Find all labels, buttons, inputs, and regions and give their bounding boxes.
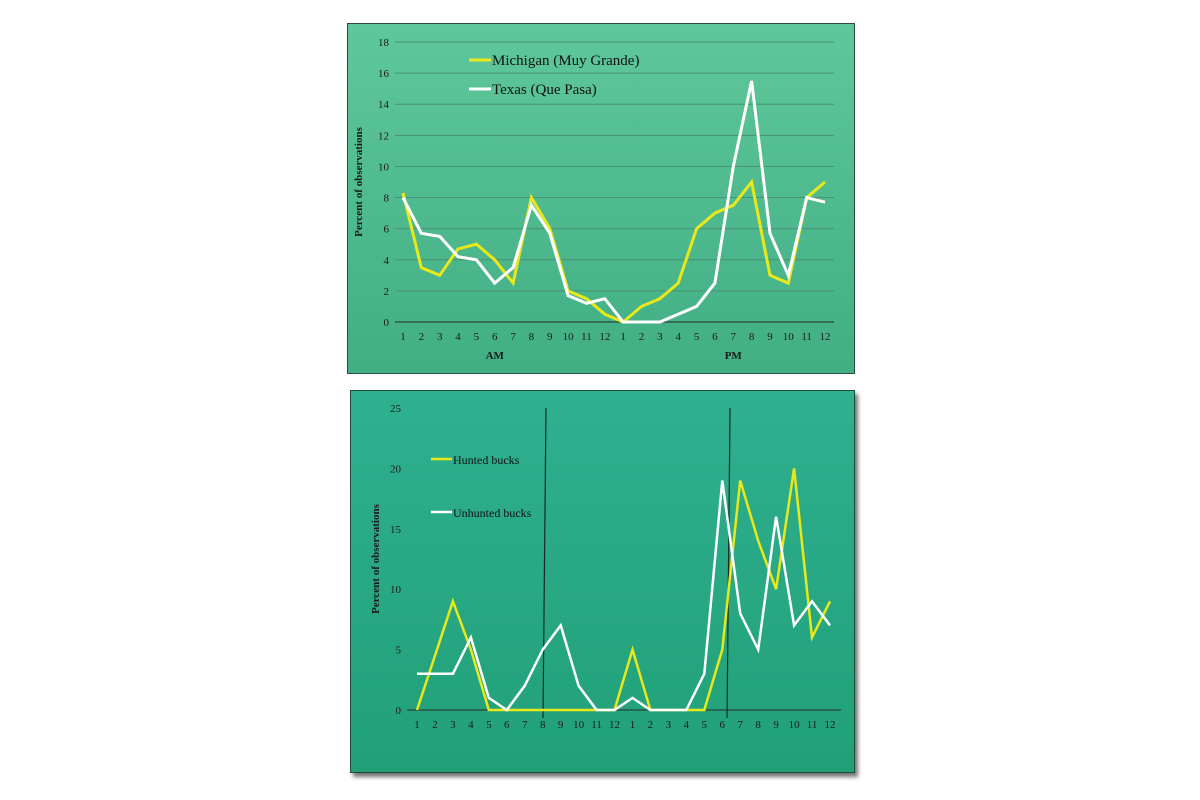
y-tick-label: 5 [396, 645, 402, 657]
period-label: AM [486, 350, 505, 362]
y-tick-label: 15 [390, 524, 402, 536]
x-tick-label: 4 [684, 719, 690, 731]
x-tick-label: 10 [573, 719, 585, 731]
x-tick-label: 4 [455, 331, 461, 343]
y-tick-label: 16 [378, 68, 390, 80]
x-tick-label: 5 [486, 719, 492, 731]
y-tick-label: 0 [396, 705, 402, 717]
x-tick-label: 2 [648, 719, 654, 731]
x-tick-label: 8 [749, 331, 755, 343]
x-tick-label: 5 [694, 331, 700, 343]
x-tick-label: 1 [630, 719, 636, 731]
y-tick-label: 2 [384, 286, 390, 298]
x-tick-label: 7 [510, 331, 516, 343]
x-tick-label: 6 [712, 331, 718, 343]
x-tick-label: 12 [820, 331, 831, 343]
y-tick-label: 0 [384, 317, 390, 329]
x-tick-label: 5 [702, 719, 708, 731]
y-tick-label: 8 [384, 193, 390, 205]
x-tick-label: 2 [639, 331, 645, 343]
x-tick-label: 10 [789, 719, 801, 731]
y-tick-label: 25 [390, 403, 402, 415]
legend-label-2: Texas (Que Pasa) [492, 82, 597, 98]
y-tick-label: 14 [378, 99, 390, 111]
y-tick-label: 4 [384, 255, 390, 267]
legend-label-2: Unhunted bucks [453, 506, 532, 520]
x-tick-label: 10 [563, 331, 575, 343]
x-tick-label: 1 [400, 331, 406, 343]
x-tick-label: 10 [783, 331, 795, 343]
y-axis-title: Percent of observations [353, 126, 365, 236]
period-divider-line [726, 407, 731, 719]
x-tick-label: 6 [720, 719, 726, 731]
x-tick-label: 1 [414, 719, 420, 731]
series-line-2 [401, 80, 826, 324]
x-tick-label: 2 [432, 719, 438, 731]
x-tick-label: 3 [657, 331, 663, 343]
x-tick-label: 12 [825, 719, 836, 731]
x-tick-label: 9 [773, 719, 779, 731]
x-tick-label: 9 [547, 331, 553, 343]
x-tick-label: 2 [419, 331, 425, 343]
x-tick-label: 9 [767, 331, 773, 343]
y-tick-label: 10 [378, 161, 390, 173]
y-tick-label: 10 [390, 584, 402, 596]
x-tick-label: 6 [492, 331, 498, 343]
x-tick-label: 11 [591, 719, 602, 731]
series-line-1 [401, 178, 826, 324]
y-tick-label: 6 [384, 224, 390, 236]
x-tick-label: 3 [666, 719, 672, 731]
x-tick-label: 3 [437, 331, 443, 343]
y-tick-label: 20 [390, 463, 402, 475]
x-tick-label: 11 [801, 331, 812, 343]
legend-label-1: Hunted bucks [453, 453, 520, 467]
x-tick-label: 7 [737, 719, 743, 731]
x-tick-label: 12 [609, 719, 620, 731]
chart-panel-top: 0 2 4 6 8 10 12 14 16 18 1 2 3 4 5 6 7 8 9 10 11 12 1 2 3 4 5 6 7 8 9 1… [347, 23, 855, 374]
series-line-2 [417, 480, 832, 712]
x-tick-label: 4 [675, 331, 681, 343]
period-divider-line [542, 407, 547, 719]
x-tick-label: 5 [474, 331, 480, 343]
x-tick-label: 6 [504, 719, 510, 731]
x-tick-label: 8 [529, 331, 535, 343]
x-tick-label: 12 [599, 331, 610, 343]
x-tick-label: 9 [558, 719, 564, 731]
legend-label-1: Michigan (Muy Grande) [492, 53, 639, 69]
x-tick-label: 11 [581, 331, 592, 343]
x-tick-label: 7 [522, 719, 528, 731]
y-axis-title: Percent of observations [370, 503, 382, 613]
x-tick-label: 8 [540, 719, 546, 731]
series-line-1 [415, 468, 832, 712]
chart-panel-bottom: 0 5 10 15 20 25 1 2 3 4 5 6 7 8 9 10 11 12 1 2 3 4 5 6 7 8 9 10 11 12… [350, 390, 855, 773]
y-tick-label: 12 [378, 130, 389, 142]
x-tick-label: 8 [755, 719, 761, 731]
x-tick-label: 7 [731, 331, 737, 343]
period-label: PM [725, 350, 743, 362]
x-tick-label: 11 [807, 719, 818, 731]
x-tick-label: 3 [450, 719, 456, 731]
x-tick-label: 4 [468, 719, 474, 731]
x-tick-label: 1 [620, 331, 626, 343]
y-tick-label: 18 [378, 37, 390, 49]
